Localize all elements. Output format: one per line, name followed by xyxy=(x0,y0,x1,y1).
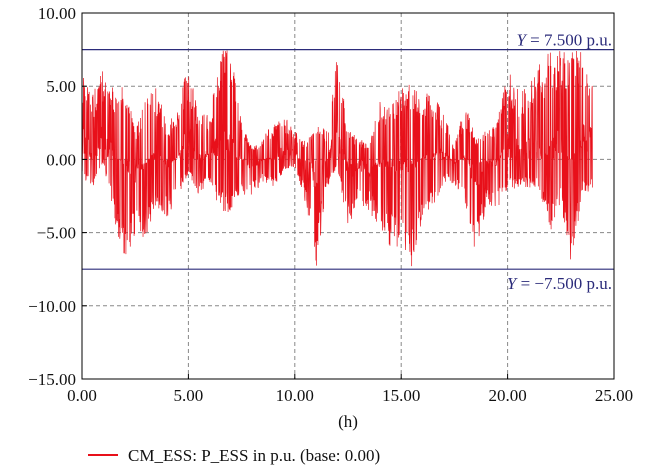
series-line xyxy=(81,50,593,267)
legend: CM_ESS: P_ESS in p.u. (base: 0.00) xyxy=(88,446,380,465)
y-tick-label: 5.00 xyxy=(46,77,76,96)
y-tick-label: −10.00 xyxy=(28,297,76,316)
reference-line-label: Y = 7.500 p.u. xyxy=(516,31,612,50)
data-layer xyxy=(81,50,593,267)
y-tick-label: −15.00 xyxy=(28,370,76,389)
x-axis-label: (h) xyxy=(338,412,358,431)
x-tick-label: 20.00 xyxy=(488,386,526,405)
x-tick-label: 25.00 xyxy=(595,386,633,405)
y-tick-label: 0.00 xyxy=(46,150,76,169)
y-tick-label: 10.00 xyxy=(38,4,76,23)
x-tick-label: 0.00 xyxy=(67,386,97,405)
legend-label: CM_ESS: P_ESS in p.u. (base: 0.00) xyxy=(128,446,380,465)
x-tick-label: 15.00 xyxy=(382,386,420,405)
reference-lines: Y = 7.500 p.u. Y = −7.500 p.u. xyxy=(82,31,614,293)
plot-frame xyxy=(81,12,615,380)
y-tick-label: −5.00 xyxy=(37,224,76,243)
x-tick-label: 10.00 xyxy=(276,386,314,405)
x-tick-label: 5.00 xyxy=(174,386,204,405)
axis-layer: 0.00 5.00 10.00 15.00 20.00 25.00 10.00 5.00 0.0… xyxy=(28,4,633,405)
reference-line-label: Y = −7.500 p.u. xyxy=(507,274,612,293)
